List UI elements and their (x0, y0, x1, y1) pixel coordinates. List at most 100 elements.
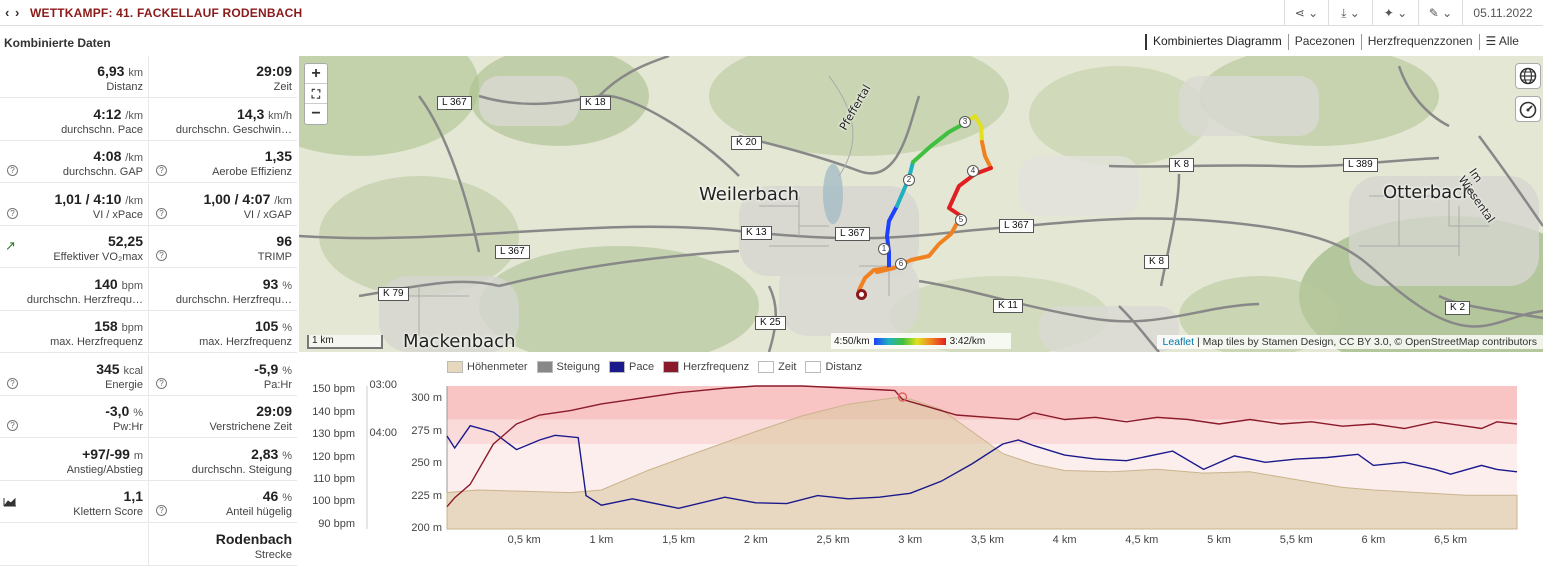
legend-item[interactable]: Höhenmeter (447, 361, 528, 373)
stat-2: 4:12 /km durchschn. Pace (0, 98, 149, 141)
stat-11: 93 % durchschn. Herzfrequ… (149, 269, 297, 311)
km-marker[interactable]: 4 (967, 165, 979, 177)
stat-22 (0, 523, 149, 566)
stat-value: 1,1 (123, 488, 143, 504)
tab-hr-zones[interactable]: Herzfrequenzzonen (1360, 34, 1479, 50)
legend-item[interactable]: Zeit (758, 361, 796, 373)
x-tick-label: 4 km (1052, 534, 1077, 546)
attribution-text: | Map tiles by Stamen Design, CC BY 3.0,… (1194, 336, 1537, 348)
download-button[interactable]: ⤓ ⌄ (1328, 0, 1372, 26)
stat-label: durchschn. Steigung (191, 463, 292, 476)
km-marker[interactable]: 1 (878, 243, 890, 255)
stat-label: Anstieg/Abstieg (66, 463, 143, 476)
tab-combined[interactable]: Kombiniertes Diagramm (1145, 34, 1288, 50)
route-map[interactable]: Weilerbach Otterbach Mackenbach Pfeffertal I… (299, 56, 1543, 352)
legend-swatch (608, 361, 625, 373)
stat-value: 4:12 /km (93, 105, 143, 122)
x-tick-label: 6,5 km (1434, 534, 1468, 546)
km-marker[interactable]: 6 (895, 258, 907, 270)
help-icon[interactable]: ? (7, 165, 18, 176)
stat-value: 2,83 % (251, 445, 292, 462)
stat-7: ? 1,00 / 4:07 /km VI / xGAP (149, 184, 297, 226)
stat-21: ? 46 % Anteil hügelig (149, 481, 297, 523)
stat-label: durchschn. GAP (62, 166, 143, 178)
section-title: Kombinierte Daten (4, 36, 111, 50)
stat-value: 345 kcal (96, 360, 143, 377)
map-scale: 1 km (307, 335, 383, 349)
combined-chart[interactable]: Höhenmeter Steigung Pace Herzfrequenz Zeit Di… (299, 356, 1543, 571)
page-title: WETTKAMPF: 41. FACKELLAUF RODENBACH (30, 6, 303, 20)
globe-button[interactable] (1515, 63, 1541, 89)
legend-label: Herzfrequenz (683, 361, 750, 373)
legend-swatch (805, 361, 822, 373)
road-label: L 367 (437, 96, 472, 110)
stat-value: 105 % (254, 318, 292, 334)
chart-tabs: Kombiniertes Diagramm Pacezonen Herzfreq… (1145, 34, 1525, 50)
road-label: K 25 (755, 316, 786, 330)
hr-tick-label: 150 bpm (312, 383, 355, 396)
legend-swatch (536, 361, 553, 373)
legend-label: Distanz (825, 361, 863, 373)
share-button[interactable]: ⋖ ⌄ (1284, 0, 1328, 26)
tools-button[interactable]: ✎ ⌄ (1418, 0, 1462, 26)
help-icon[interactable]: ? (156, 505, 167, 516)
legend-item[interactable]: Steigung (536, 361, 600, 373)
x-tick-label: 4,5 km (1125, 534, 1159, 546)
stat-label: Distanz (106, 81, 143, 93)
legend-swatch (663, 361, 680, 373)
trend-up-icon: ↗ (5, 238, 16, 253)
road-label: K 2 (1445, 301, 1471, 315)
elevation-tick-label: 275 m (411, 424, 442, 437)
legend-item[interactable]: Distanz (805, 361, 862, 373)
legend-label: Pace (628, 361, 655, 373)
help-icon[interactable]: ? (156, 207, 167, 219)
stat-4: ? 4:08 /km durchschn. GAP (0, 141, 149, 183)
leaflet-link[interactable]: Leaflet (1162, 336, 1195, 348)
zoom-control: + ⛶ − (304, 63, 328, 125)
stat-label: max. Herzfrequenz (199, 336, 292, 348)
x-tick-label: 2 km (743, 534, 768, 546)
help-icon[interactable]: ? (7, 207, 18, 219)
road-label: K 11 (993, 299, 1023, 313)
legend-label: Zeit (778, 361, 797, 373)
km-marker[interactable]: 2 (903, 174, 915, 186)
help-icon[interactable]: ? (7, 420, 18, 431)
legend-item[interactable]: Pace (608, 361, 655, 373)
stat-14: ? 345 kcal Energie (0, 353, 149, 396)
place-label: Mackenbach (403, 331, 516, 352)
hover-marker (897, 392, 908, 402)
zoom-out-button[interactable]: − (311, 105, 321, 122)
magic-button[interactable]: ✦ ⌄ (1372, 0, 1418, 26)
tab-pace-zones[interactable]: Pacezonen (1287, 34, 1361, 50)
stat-value: 158 bpm (94, 318, 143, 334)
help-icon[interactable]: ? (156, 377, 167, 389)
road-label: K 20 (731, 136, 762, 150)
speedometer-button[interactable] (1515, 96, 1541, 122)
stat-17: 29:09 Verstrichene Zeit (149, 396, 297, 438)
legend-item[interactable]: Herzfrequenz (663, 361, 749, 373)
stat-value: 14,3 km/h (237, 105, 292, 122)
stat-value: 4:08 /km (93, 148, 143, 164)
date-label: 05.11.2022 (1462, 0, 1543, 26)
zoom-in-button[interactable]: + (305, 64, 327, 84)
road-label: K 8 (1144, 255, 1170, 269)
stat-label: TRIMP (257, 251, 292, 263)
hr-tick-label: 130 bpm (312, 428, 355, 441)
chart-canvas (366, 385, 1518, 530)
stat-label: Effektiver VO₂max (53, 251, 143, 263)
pace-tick-label: 04:00 (369, 426, 397, 439)
stat-value: -3,0 % (105, 403, 143, 419)
help-icon[interactable]: ? (7, 377, 18, 389)
chart-legend: Höhenmeter Steigung Pace Herzfrequenz Zeit Di… (447, 361, 871, 373)
help-icon[interactable]: ? (156, 250, 167, 261)
place-label: Otterbach (1383, 182, 1474, 203)
tab-all[interactable]: ☰ Alle (1478, 34, 1525, 50)
nav-arrows[interactable]: ‹ › (5, 5, 21, 20)
zoom-fit-button[interactable]: ⛶ (305, 84, 327, 104)
start-marker[interactable] (856, 289, 867, 300)
km-marker[interactable]: 5 (955, 214, 967, 226)
help-icon[interactable]: ? (156, 165, 167, 176)
km-marker[interactable]: 3 (959, 116, 971, 128)
x-tick-label: 0,5 km (507, 534, 541, 546)
legend-swatch (758, 361, 775, 373)
